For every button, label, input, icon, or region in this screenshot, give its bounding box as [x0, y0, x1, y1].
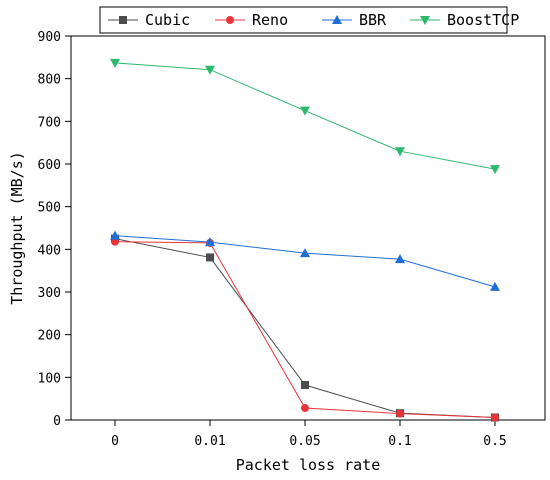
y-tick-label: 300 — [38, 286, 61, 301]
data-point-bbr — [300, 248, 310, 258]
y-tick-label: 200 — [38, 329, 61, 344]
data-point-bbr — [205, 237, 215, 247]
y-tick-label: 500 — [38, 201, 61, 216]
legend-label-boosttcp: BoostTCP — [447, 11, 519, 29]
y-axis-title: Throughput (MB/s) — [8, 151, 26, 305]
legend: Cubic Reno BBR BoostTCP — [99, 6, 519, 34]
legend-marker-reno — [226, 16, 234, 24]
legend-label-bbr: BBR — [359, 11, 387, 29]
legend-item-bbr: BBR — [322, 11, 387, 29]
x-tick-label: 0.05 — [289, 434, 320, 449]
x-axis-title: Packet loss rate — [236, 456, 381, 474]
data-point-reno — [491, 413, 499, 422]
y-axis: 0 100 200 300 400 500 600 700 800 900 — [38, 30, 71, 429]
x-tick-label: 0 — [111, 434, 119, 449]
data-point-reno — [301, 404, 309, 413]
data-point-boosttcp — [205, 65, 215, 75]
series-bbr — [110, 230, 500, 291]
data-point-cubic — [206, 253, 214, 262]
series-boosttcp — [110, 58, 500, 175]
legend-label-cubic: Cubic — [145, 11, 190, 29]
x-tick-label: 0.1 — [388, 434, 411, 449]
data-point-boosttcp — [490, 165, 500, 175]
x-tick-label: 0.01 — [194, 434, 225, 449]
legend-marker-boosttcp — [420, 16, 430, 25]
legend-item-reno: Reno — [215, 11, 288, 29]
y-tick-label: 400 — [38, 243, 61, 258]
data-point-boosttcp — [300, 106, 310, 116]
y-tick-label: 100 — [38, 371, 61, 386]
legend-label-reno: Reno — [252, 11, 288, 29]
legend-marker-bbr — [332, 15, 342, 24]
data-point-boosttcp — [395, 147, 405, 157]
legend-item-cubic: Cubic — [108, 11, 190, 29]
y-tick-label: 600 — [38, 158, 61, 173]
data-point-cubic — [301, 381, 309, 390]
x-tick-label: 0.5 — [483, 434, 506, 449]
y-tick-label: 900 — [38, 30, 61, 45]
data-point-bbr — [110, 230, 120, 240]
x-axis: 0 0.01 0.05 0.1 0.5 — [111, 420, 507, 449]
data-point-reno — [396, 409, 404, 418]
data-point-bbr — [490, 281, 500, 291]
y-tick-label: 0 — [53, 414, 61, 429]
plot-area — [70, 35, 546, 421]
data-point-bbr — [395, 254, 405, 264]
data-point-boosttcp — [110, 58, 120, 68]
y-tick-label: 800 — [38, 73, 61, 88]
legend-marker-cubic — [119, 16, 127, 24]
series-layer — [110, 58, 500, 422]
y-tick-label: 700 — [38, 115, 61, 130]
legend-item-boosttcp: BoostTCP — [410, 11, 519, 29]
